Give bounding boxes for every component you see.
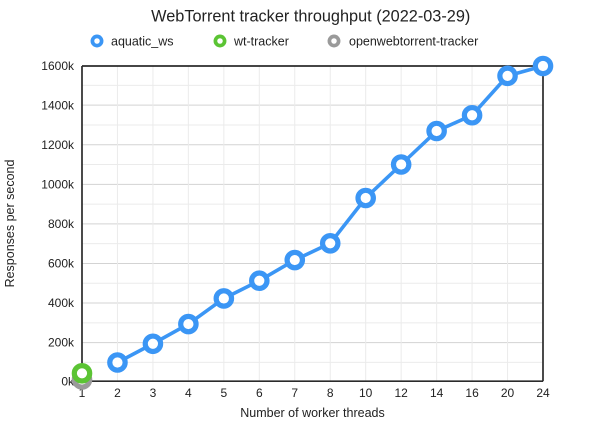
svg-text:4: 4 [185,386,192,400]
svg-text:Responses per second: Responses per second [3,160,17,288]
svg-text:12: 12 [394,386,408,400]
svg-text:openwebtorrent-tracker: openwebtorrent-tracker [349,35,478,49]
svg-text:1600k: 1600k [41,59,75,73]
svg-text:6: 6 [256,386,263,400]
svg-text:24: 24 [536,386,550,400]
svg-text:3: 3 [150,386,157,400]
svg-text:5: 5 [221,386,228,400]
svg-text:7: 7 [291,386,298,400]
svg-text:aquatic_ws: aquatic_ws [111,35,174,49]
svg-text:2: 2 [114,386,121,400]
svg-text:Number of worker threads: Number of worker threads [240,406,385,420]
svg-text:200k: 200k [48,336,75,350]
svg-text:10: 10 [359,386,373,400]
svg-text:8: 8 [327,386,334,400]
svg-text:wt-tracker: wt-tracker [233,35,289,49]
svg-text:14: 14 [430,386,444,400]
svg-text:1400k: 1400k [41,99,75,113]
svg-text:16: 16 [465,386,479,400]
svg-text:1000k: 1000k [41,178,75,192]
svg-text:800k: 800k [48,217,75,231]
svg-text:600k: 600k [48,257,75,271]
svg-text:WebTorrent tracker throughput: WebTorrent tracker throughput (2022-03-2… [151,8,470,26]
svg-text:400k: 400k [48,296,75,310]
svg-text:20: 20 [501,386,515,400]
svg-text:1200k: 1200k [41,138,75,152]
